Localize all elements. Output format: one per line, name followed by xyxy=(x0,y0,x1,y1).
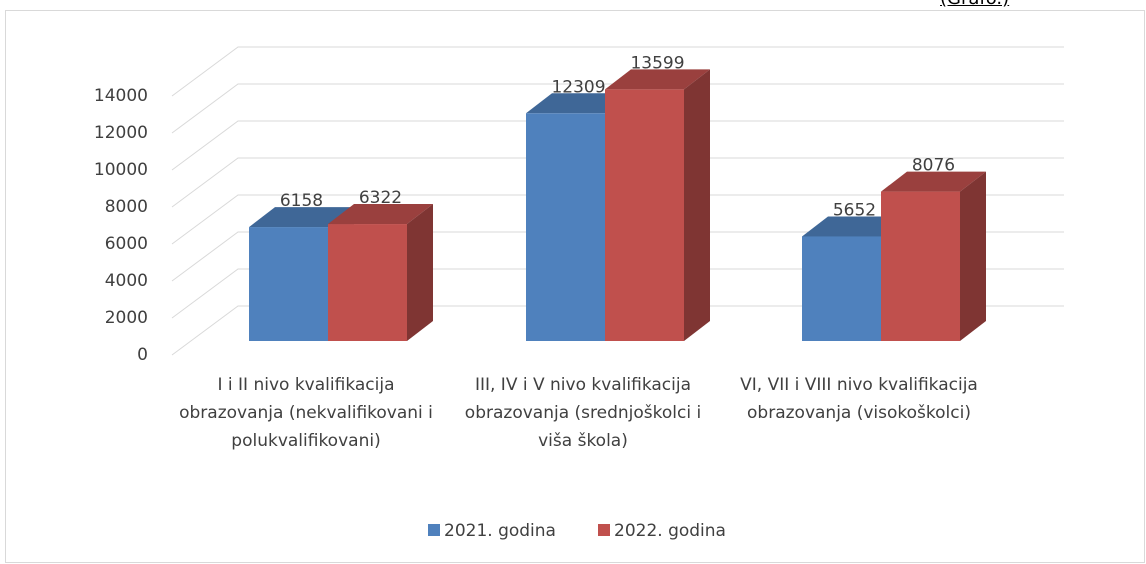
bar-front xyxy=(802,236,881,341)
y-tick-label: 4000 xyxy=(105,271,148,291)
bar-top xyxy=(249,207,354,228)
grid-line xyxy=(171,46,1064,97)
y-tick-label: 12000 xyxy=(94,123,148,143)
value-label: 13599 xyxy=(630,53,684,73)
x-tick-label: VI, VII i VIII nivo kvalifikacija obrazo… xyxy=(740,375,978,423)
bar-front xyxy=(526,113,605,341)
bar-side xyxy=(684,69,710,341)
y-tick-label: 6000 xyxy=(105,234,148,254)
x-tick-label: I i II nivo kvalifikacija obrazovanja (n… xyxy=(179,375,433,451)
value-label: 6322 xyxy=(359,188,402,208)
grid-line xyxy=(171,120,1064,171)
bar-front xyxy=(249,227,328,341)
bar-top xyxy=(328,204,433,225)
legend-swatch xyxy=(428,524,440,536)
bar-front xyxy=(328,224,407,341)
bar-top xyxy=(526,93,631,114)
bar-side xyxy=(960,171,986,341)
x-tick-label: III, IV i V nivo kvalifikacija obrazovan… xyxy=(464,375,702,451)
y-tick-label: 2000 xyxy=(105,308,148,328)
grid-line xyxy=(171,83,1064,134)
grid-line xyxy=(171,231,1064,282)
bar xyxy=(328,204,433,341)
bar xyxy=(605,69,710,341)
legend-label: 2022. godina xyxy=(614,521,726,541)
y-tick-label: 14000 xyxy=(94,86,148,106)
legend-swatch xyxy=(598,524,610,536)
grid-line xyxy=(171,268,1064,319)
grid-line xyxy=(171,305,1064,356)
y-tick-label: 8000 xyxy=(105,197,148,217)
grid-line xyxy=(171,194,1064,245)
bar-top xyxy=(605,69,710,90)
value-label: 5652 xyxy=(833,200,876,220)
bar-top xyxy=(881,171,986,192)
caption-note: (Grafo.) xyxy=(940,0,1009,9)
bar-front xyxy=(605,89,684,341)
chart-frame xyxy=(5,10,1145,563)
bar-front xyxy=(881,191,960,341)
y-tick-label: 10000 xyxy=(94,160,148,180)
bar xyxy=(881,171,986,341)
value-label: 6158 xyxy=(280,191,323,211)
grid-line xyxy=(171,157,1064,208)
legend-label: 2021. godina xyxy=(444,521,556,541)
bar-side xyxy=(407,204,433,341)
y-tick-label: 0 xyxy=(137,345,148,365)
value-label: 12309 xyxy=(551,77,605,97)
value-label: 8076 xyxy=(912,156,955,176)
bar-top xyxy=(802,216,907,237)
